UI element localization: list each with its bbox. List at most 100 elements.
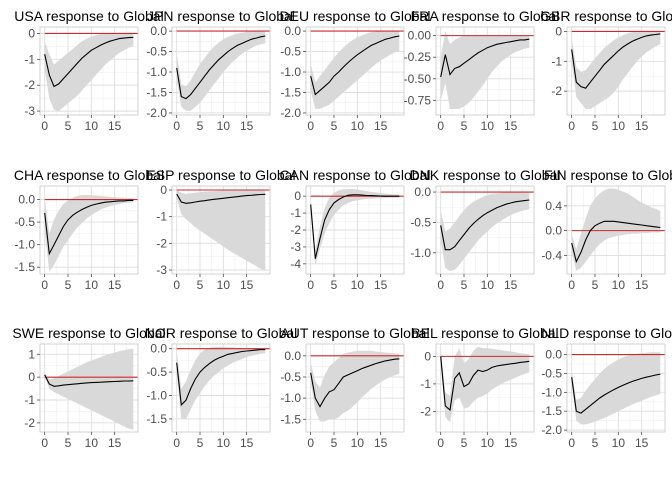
irf-panel: 0 5 10 15 0.0 -0.5 -1.0 -1.5 AUT response to Glo… [280,325,429,450]
x-tick-label: 10 [351,436,365,450]
x-tick-label: 10 [351,278,365,292]
response-line [310,35,400,96]
y-tick-label: 0.0 [18,193,35,207]
response-line [176,349,266,407]
y-tick-label: 0.0 [284,24,301,38]
y-tick-label: 0 [28,26,35,40]
x-tick-label: 5 [197,436,204,450]
x-tick-label: 5 [461,436,468,450]
panel-border [39,185,139,275]
x-tick-label: 10 [481,119,495,133]
x-tick-label: 5 [65,436,72,450]
y-tick-label: -1.5 [14,260,35,274]
x-tick-label: 5 [331,278,338,292]
panel-title: CAN response to Global [280,167,431,183]
y-tick-label: 0.0 [284,349,301,363]
y-tick-label: -2 [24,416,35,430]
x-tick-label: 15 [240,119,254,133]
x-tick-label: 5 [592,119,599,133]
y-tick-label: 0 [28,370,35,384]
panel-title: JPN response to Global [147,8,295,24]
confidence-band [176,190,266,272]
x-tick-label: 15 [374,119,388,133]
x-tick-label: 0 [437,436,444,450]
confidence-band [440,346,530,423]
x-tick-label: 0 [568,119,575,133]
y-tick-label: -1.0 [14,238,35,252]
y-tick-label: -0.5 [146,45,167,59]
y-tick-label: -2.0 [146,106,167,120]
y-tick-label: -1 [24,393,35,407]
panel-border [435,185,535,275]
response-line [440,199,530,251]
irf-panel: 0 5 10 15 0 -1 -2 -3 ESP response to Global [146,167,295,292]
panel-title: NOR response to Global [145,325,298,341]
panel-title: ESP response to Global [146,167,295,183]
response-line [176,35,266,100]
y-tick-label: 0.4 [545,199,562,213]
x-tick-label: 10 [217,436,231,450]
x-tick-label: 0 [173,278,180,292]
panel-border [566,185,666,275]
x-tick-label: 0 [307,436,314,450]
confidence-band [571,31,661,109]
response-line [571,373,661,414]
y-tick-label: -0.5 [280,45,301,59]
y-tick-label: -2 [290,223,301,237]
x-tick-label: 10 [612,119,626,133]
panel-title: AUT response to Global [280,325,429,341]
y-tick-label: -1 [290,206,301,220]
y-tick-label: 0 [555,24,562,38]
y-tick-label: -1 [551,54,562,68]
panel-title: FRA response to Global [411,8,560,24]
y-tick-label: 0 [294,189,301,203]
x-tick-label: 15 [374,436,388,450]
confidence-band [310,189,400,266]
irf-panel: 0 5 10 15 0.0 -0.5 -1.0 -1.5 CHA response to Glo… [14,167,164,292]
irf-panel: 0 5 10 15 0 -1 -2 -3 -4 CAN response to Global [280,167,431,292]
y-tick-label: -2 [156,236,167,250]
panel-grid [306,186,404,274]
y-tick-label: -2 [24,78,35,92]
y-tick-label: -0.50 [404,72,432,86]
x-tick-label: 15 [504,436,518,450]
x-tick-label: 10 [85,119,99,133]
y-tick-label: -1.5 [280,85,301,99]
y-tick-label: 0.0 [414,185,431,199]
irf-panel: 0 5 10 15 0.0 -0.5 -1.0 DNK response to Global [410,167,561,292]
response-line [571,220,661,264]
response-line [176,193,266,204]
x-tick-label: 5 [592,278,599,292]
panel-title: FIN response to Global [544,167,672,183]
y-tick-label: 0 [160,183,167,197]
confidence-band [44,195,134,272]
y-tick-label: -1 [420,377,431,391]
x-tick-label: 10 [612,278,626,292]
y-tick-label: -1.0 [146,65,167,79]
panel-title: DEU response to Global [280,8,431,24]
confidence-band [176,346,266,419]
x-tick-label: 0 [173,119,180,133]
confidence-band [310,31,400,109]
irf-panel: 0 5 10 15 0.0 -0.5 -1.0 -1.5 NOR response to Glo… [145,325,298,450]
y-tick-label: -1.0 [541,385,562,399]
x-tick-label: 5 [65,119,72,133]
irf-panel: 0 5 10 15 0 -1 -2 GBR response to Global [540,8,672,133]
irf-panel: 0 5 10 15 0.4 0.0 -0.4 FIN response to Global [541,167,672,292]
x-tick-label: 10 [351,119,365,133]
response-line [440,356,530,412]
panel-title: NLD response to Global [541,325,672,341]
confidence-band [44,348,134,430]
y-tick-label: -0.5 [280,370,301,384]
x-tick-label: 0 [307,119,314,133]
y-tick-label: -1 [156,210,167,224]
y-tick-label: -0.5 [14,215,35,229]
y-tick-label: -0.4 [541,248,562,262]
confidence-band [440,31,530,109]
x-tick-label: 15 [635,119,649,133]
x-tick-label: 0 [41,278,48,292]
response-line [440,38,530,78]
irf-panel: 0 5 10 15 0.00 -0.25 -0.50 -0.75 FRA response to… [404,8,560,133]
